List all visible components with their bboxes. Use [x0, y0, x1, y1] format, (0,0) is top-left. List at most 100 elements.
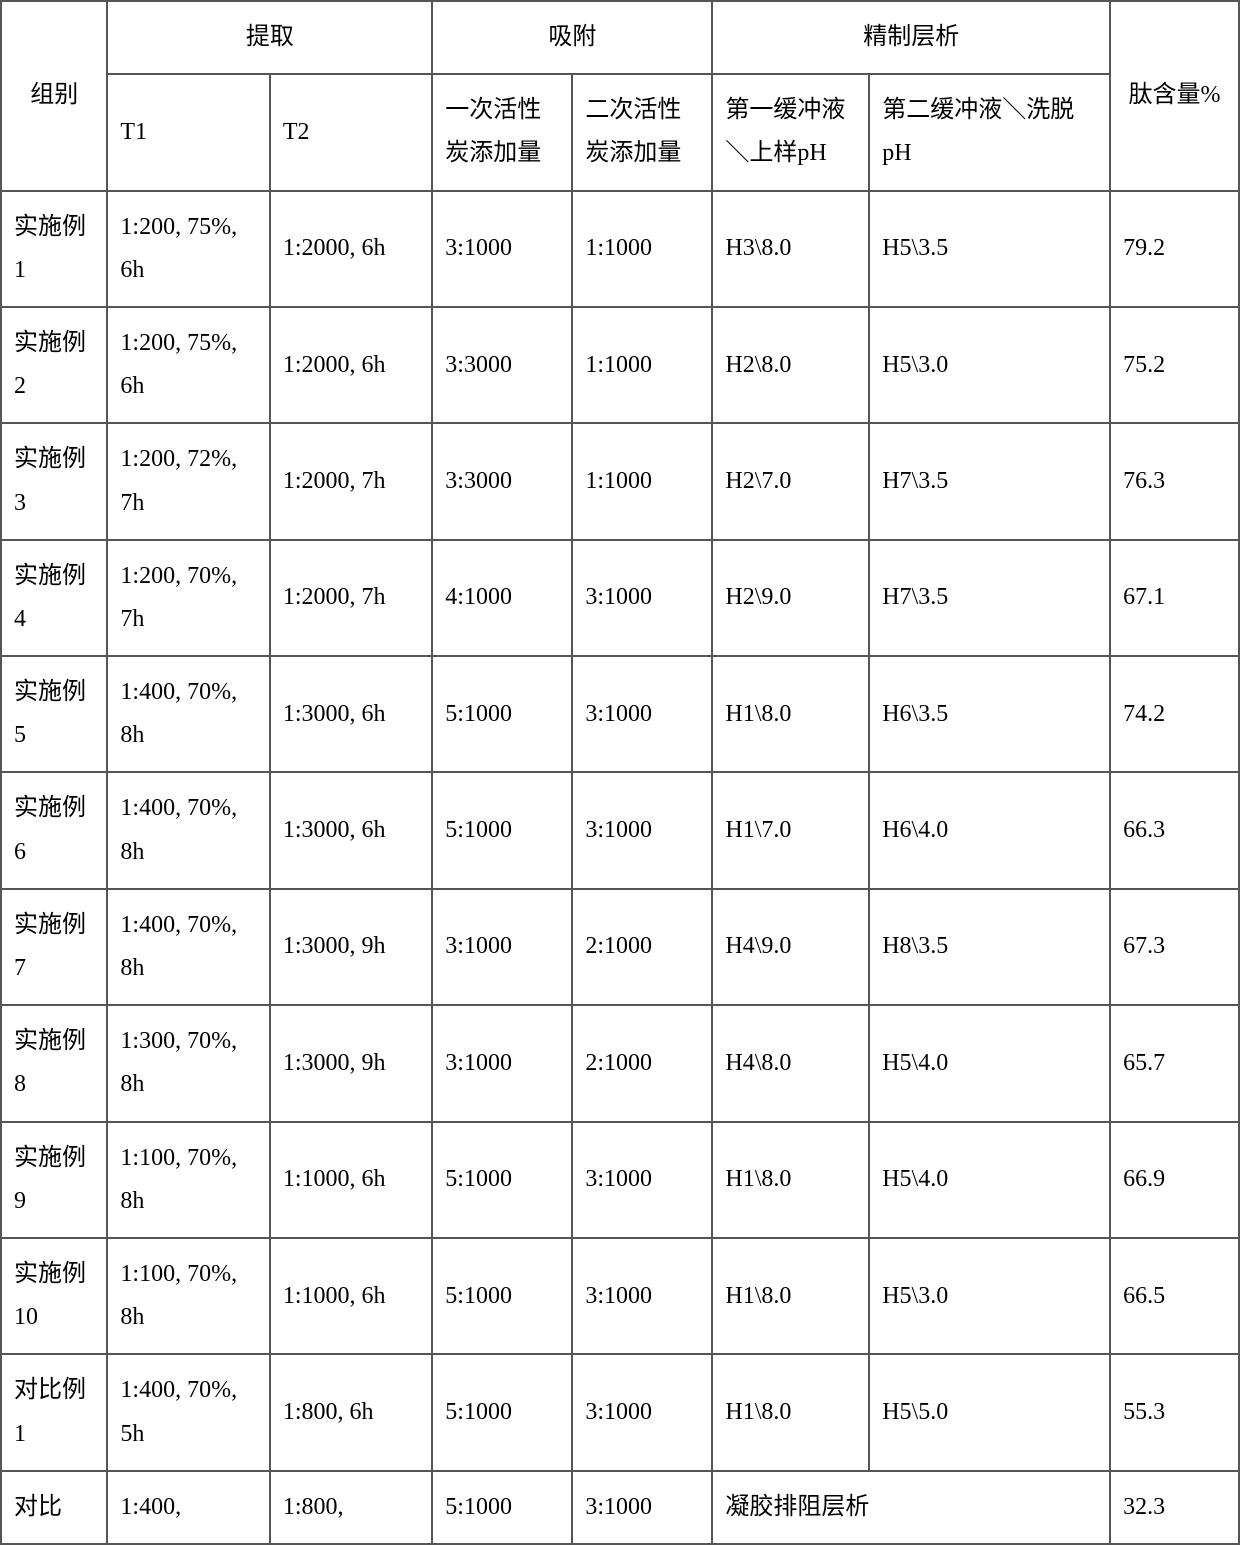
table-cell: 1:1000, 6h [270, 1122, 432, 1238]
table-cell: 1:2000, 7h [270, 540, 432, 656]
table-cell: H4\8.0 [712, 1005, 869, 1121]
table-cell: 1:200, 75%, 6h [107, 191, 269, 307]
table-cell: 76.3 [1110, 423, 1239, 539]
table-cell: 实施例 1 [1, 191, 107, 307]
table-cell: H1\8.0 [712, 656, 869, 772]
table-cell: 5:1000 [432, 1238, 572, 1354]
table-cell: 66.9 [1110, 1122, 1239, 1238]
table-cell: H1\8.0 [712, 1354, 869, 1470]
table-row: 实施例 81:300, 70%, 8h1:3000, 9h3:10002:100… [1, 1005, 1239, 1121]
table-cell: H7\3.5 [869, 423, 1110, 539]
table-cell: 1:400, 70%, 8h [107, 889, 269, 1005]
table-cell: 实施例 6 [1, 772, 107, 888]
data-table: 组别 提取 吸附 精制层析 肽含量% T1 T2 一次活性炭添加量 二次活性炭添… [0, 0, 1240, 1545]
table-cell: H2\9.0 [712, 540, 869, 656]
table-row: 实施例 21:200, 75%, 6h1:2000, 6h3:30001:100… [1, 307, 1239, 423]
table-cell: 3:1000 [572, 772, 712, 888]
table-cell: 1:400, 70%, 5h [107, 1354, 269, 1470]
table-cell: H7\3.5 [869, 540, 1110, 656]
table-cell: H1\8.0 [712, 1238, 869, 1354]
table-cell: 5:1000 [432, 1471, 572, 1544]
table-cell: 1:100, 70%, 8h [107, 1122, 269, 1238]
table-cell: 3:1000 [572, 1354, 712, 1470]
table-cell: 1:3000, 9h [270, 1005, 432, 1121]
header-row-2: T1 T2 一次活性炭添加量 二次活性炭添加量 第一缓冲液＼上样pH 第二缓冲液… [1, 74, 1239, 190]
table-cell: 74.2 [1110, 656, 1239, 772]
table-cell: 5:1000 [432, 1122, 572, 1238]
table-cell: H5\3.0 [869, 307, 1110, 423]
table-cell: H5\4.0 [869, 1122, 1110, 1238]
col-header-buffer2: 第二缓冲液＼洗脱 pH [869, 74, 1110, 190]
table-cell: H5\4.0 [869, 1005, 1110, 1121]
table-cell: H5\3.5 [869, 191, 1110, 307]
col-header-peptide: 肽含量% [1110, 1, 1239, 191]
table-cell: H2\7.0 [712, 423, 869, 539]
table-cell: 4:1000 [432, 540, 572, 656]
table-row: 实施例 31:200, 72%, 7h1:2000, 7h3:30001:100… [1, 423, 1239, 539]
table-cell-merged: 凝胶排阻层析 [712, 1471, 1110, 1544]
table-cell: 1:2000, 6h [270, 191, 432, 307]
table-cell: 1:2000, 7h [270, 423, 432, 539]
table-cell: H1\7.0 [712, 772, 869, 888]
table-cell: 5:1000 [432, 772, 572, 888]
header-row-1: 组别 提取 吸附 精制层析 肽含量% [1, 1, 1239, 74]
table-cell: 5:1000 [432, 1354, 572, 1470]
col-header-carbon1: 一次活性炭添加量 [432, 74, 572, 190]
table-row: 对比例 11:400, 70%, 5h1:800, 6h5:10003:1000… [1, 1354, 1239, 1470]
table-cell: 1:800, [270, 1471, 432, 1544]
table-cell: H1\8.0 [712, 1122, 869, 1238]
table-row: 对比1:400,1:800,5:10003:1000凝胶排阻层析32.3 [1, 1471, 1239, 1544]
table-cell: 1:1000 [572, 307, 712, 423]
table-cell: 75.2 [1110, 307, 1239, 423]
table-cell: 1:3000, 6h [270, 656, 432, 772]
table-row: 实施例 41:200, 70%, 7h1:2000, 7h4:10003:100… [1, 540, 1239, 656]
table-cell: H4\9.0 [712, 889, 869, 1005]
col-header-buffer1: 第一缓冲液＼上样pH [712, 74, 869, 190]
table-cell: 3:1000 [432, 191, 572, 307]
col-header-carbon2: 二次活性炭添加量 [572, 74, 712, 190]
table-cell: 3:1000 [572, 656, 712, 772]
table-cell: H3\8.0 [712, 191, 869, 307]
table-cell: 实施例 5 [1, 656, 107, 772]
table-cell: 1:1000 [572, 423, 712, 539]
table-cell: 3:3000 [432, 307, 572, 423]
table-cell: 对比 [1, 1471, 107, 1544]
table-cell: 3:1000 [432, 1005, 572, 1121]
table-cell: 55.3 [1110, 1354, 1239, 1470]
table-row: 实施例 11:200, 75%, 6h1:2000, 6h3:10001:100… [1, 191, 1239, 307]
table-cell: 实施例 7 [1, 889, 107, 1005]
table-cell: H6\3.5 [869, 656, 1110, 772]
col-header-extraction: 提取 [107, 1, 432, 74]
table-cell: 1:800, 6h [270, 1354, 432, 1470]
table-cell: 1:3000, 9h [270, 889, 432, 1005]
table-cell: 1:1000, 6h [270, 1238, 432, 1354]
table-cell: 5:1000 [432, 656, 572, 772]
table-cell: 3:1000 [572, 1238, 712, 1354]
table-cell: 实施例 3 [1, 423, 107, 539]
table-cell: 3:1000 [572, 1122, 712, 1238]
col-header-group: 组别 [1, 1, 107, 191]
table-cell: H8\3.5 [869, 889, 1110, 1005]
table-cell: 1:3000, 6h [270, 772, 432, 888]
table-row: 实施例 71:400, 70%, 8h1:3000, 9h3:10002:100… [1, 889, 1239, 1005]
table-cell: 66.3 [1110, 772, 1239, 888]
table-cell: 1:200, 75%, 6h [107, 307, 269, 423]
table-cell: 66.5 [1110, 1238, 1239, 1354]
table-cell: 实施例 4 [1, 540, 107, 656]
table-cell: 实施例 8 [1, 1005, 107, 1121]
table-row: 实施例 101:100, 70%, 8h1:1000, 6h5:10003:10… [1, 1238, 1239, 1354]
table-cell: 1:1000 [572, 191, 712, 307]
table-cell: 实施例 10 [1, 1238, 107, 1354]
table-cell: 65.7 [1110, 1005, 1239, 1121]
table-cell: H5\3.0 [869, 1238, 1110, 1354]
table-cell: 3:1000 [572, 1471, 712, 1544]
table-cell: 3:3000 [432, 423, 572, 539]
col-header-t2: T2 [270, 74, 432, 190]
table-cell: 1:400, 70%, 8h [107, 656, 269, 772]
table-cell: 3:1000 [432, 889, 572, 1005]
table-cell: 1:400, 70%, 8h [107, 772, 269, 888]
table-cell: 32.3 [1110, 1471, 1239, 1544]
table-cell: 1:100, 70%, 8h [107, 1238, 269, 1354]
table-cell: H2\8.0 [712, 307, 869, 423]
table-cell: 1:400, [107, 1471, 269, 1544]
